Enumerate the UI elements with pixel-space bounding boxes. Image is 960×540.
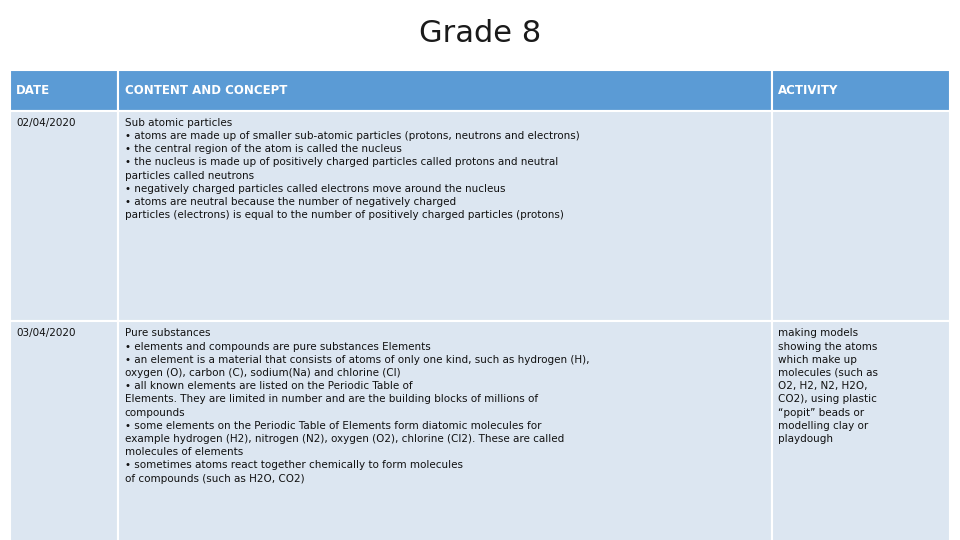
FancyBboxPatch shape (10, 70, 118, 111)
Text: making models
showing the atoms
which make up
molecules (such as
O2, H2, N2, H2O: making models showing the atoms which ma… (779, 328, 878, 444)
FancyBboxPatch shape (772, 111, 950, 321)
Text: ACTIVITY: ACTIVITY (779, 84, 839, 97)
FancyBboxPatch shape (772, 70, 950, 111)
FancyBboxPatch shape (10, 321, 118, 540)
Text: CONTENT AND CONCEPT: CONTENT AND CONCEPT (125, 84, 287, 97)
Text: 02/04/2020: 02/04/2020 (16, 118, 76, 128)
FancyBboxPatch shape (10, 111, 118, 321)
FancyBboxPatch shape (118, 70, 772, 111)
FancyBboxPatch shape (118, 111, 772, 321)
Text: Pure substances
• elements and compounds are pure substances Elements
• an eleme: Pure substances • elements and compounds… (125, 328, 589, 483)
Text: Grade 8: Grade 8 (419, 19, 541, 48)
Text: Sub atomic particles
• atoms are made up of smaller sub-atomic particles (proton: Sub atomic particles • atoms are made up… (125, 118, 579, 220)
FancyBboxPatch shape (118, 321, 772, 540)
FancyBboxPatch shape (772, 321, 950, 540)
Text: DATE: DATE (16, 84, 51, 97)
Text: 03/04/2020: 03/04/2020 (16, 328, 76, 339)
